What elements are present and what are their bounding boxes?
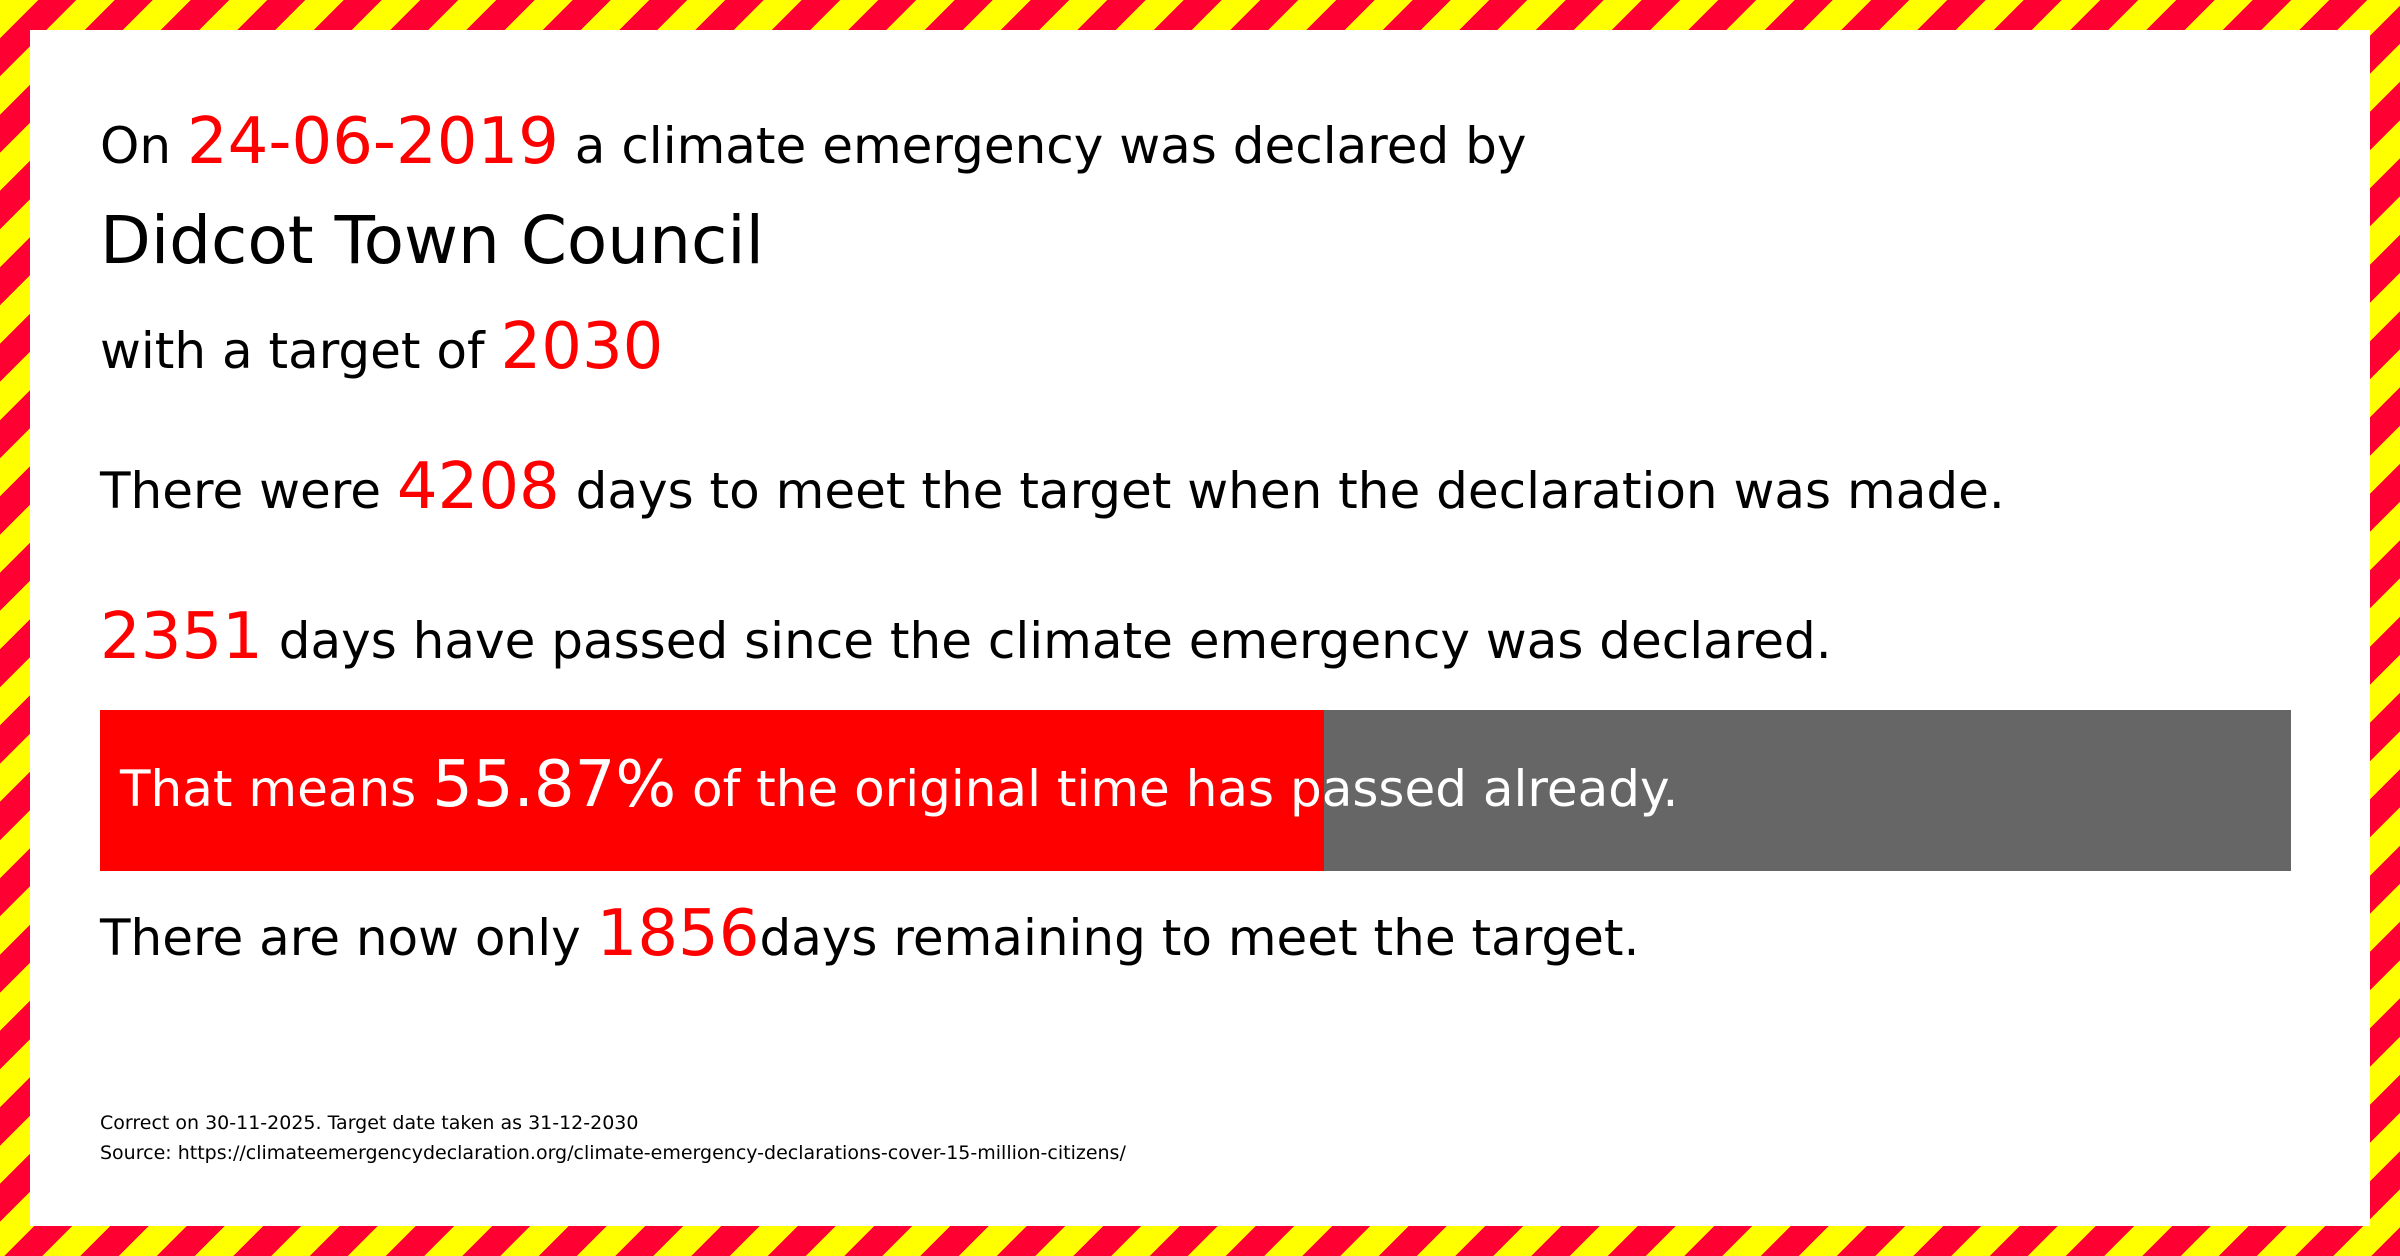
- total-days-line: There were 4208 days to meet the target …: [100, 450, 2005, 524]
- progress-text: That means 55.87% of the original time h…: [120, 748, 1678, 822]
- progress-fill: [100, 710, 1325, 871]
- text: That means: [120, 760, 433, 818]
- text: days have passed since the climate emerg…: [262, 612, 1832, 670]
- text: There were: [100, 462, 397, 520]
- remaining-days: 1856: [596, 897, 760, 971]
- declaration-card: On 24-06-2019 a climate emergency was de…: [30, 30, 2370, 1226]
- target-line: with a target of 2030: [100, 310, 663, 384]
- text: a climate emergency was declared by: [558, 117, 1527, 175]
- text: with a target of: [100, 322, 501, 380]
- correct-on-note: Correct on 30-11-2025. Target date taken…: [100, 1112, 639, 1134]
- text: of the original time has passed already.: [676, 760, 1679, 818]
- progress-bar: That means 55.87% of the original time h…: [100, 710, 2291, 871]
- text: There are now only: [100, 909, 597, 967]
- passed-days-line: 2351 days have passed since the climate …: [100, 600, 1832, 674]
- declaration-line: On 24-06-2019 a climate emergency was de…: [100, 105, 1526, 179]
- total-days: 4208: [396, 450, 560, 524]
- remaining-days-line: There are now only 1856days remaining to…: [100, 897, 1639, 971]
- text: days remaining to meet the target.: [759, 909, 1640, 967]
- text: On: [100, 117, 187, 175]
- council-name: Didcot Town Council: [100, 202, 764, 279]
- progress-percent: 55.87%: [432, 748, 677, 822]
- target-year: 2030: [500, 310, 664, 384]
- source-note: Source: https://climateemergencydeclarat…: [100, 1142, 1126, 1164]
- passed-days: 2351: [100, 600, 263, 674]
- declaration-date: 24-06-2019: [186, 105, 559, 179]
- text: days to meet the target when the declara…: [559, 462, 2005, 520]
